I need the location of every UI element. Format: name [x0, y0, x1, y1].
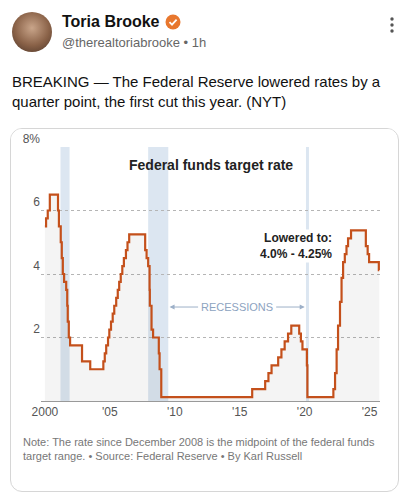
- svg-text:RECESSIONS: RECESSIONS: [201, 301, 273, 313]
- svg-text:'10: '10: [167, 405, 183, 419]
- svg-text:Lowered to:4.0% - 4.25%: Lowered to:4.0% - 4.25%: [260, 231, 332, 261]
- svg-text:Federal funds target rate: Federal funds target rate: [129, 157, 293, 173]
- svg-text:8%: 8%: [23, 132, 41, 146]
- html-text:Toria Brooke: Toria Brooke: [62, 13, 160, 30]
- html-text:Note: The rate since December: Note: The rate since December 2008 is th…: [23, 436, 375, 462]
- svg-text:2: 2: [33, 322, 40, 336]
- svg-text:'15: '15: [232, 405, 248, 419]
- svg-text:'20: '20: [297, 405, 313, 419]
- svg-text:'25: '25: [362, 405, 378, 419]
- html-text:BREAKING — The Federal Reserve: BREAKING — The Federal Reserve lowered r…: [12, 73, 381, 110]
- svg-text:'05: '05: [102, 405, 118, 419]
- svg-text:6: 6: [33, 195, 40, 209]
- html-text:@therealtoriabrooke • 1h: @therealtoriabrooke • 1h: [62, 35, 207, 50]
- svg-text:4: 4: [33, 259, 40, 273]
- svg-text:2000: 2000: [32, 405, 59, 419]
